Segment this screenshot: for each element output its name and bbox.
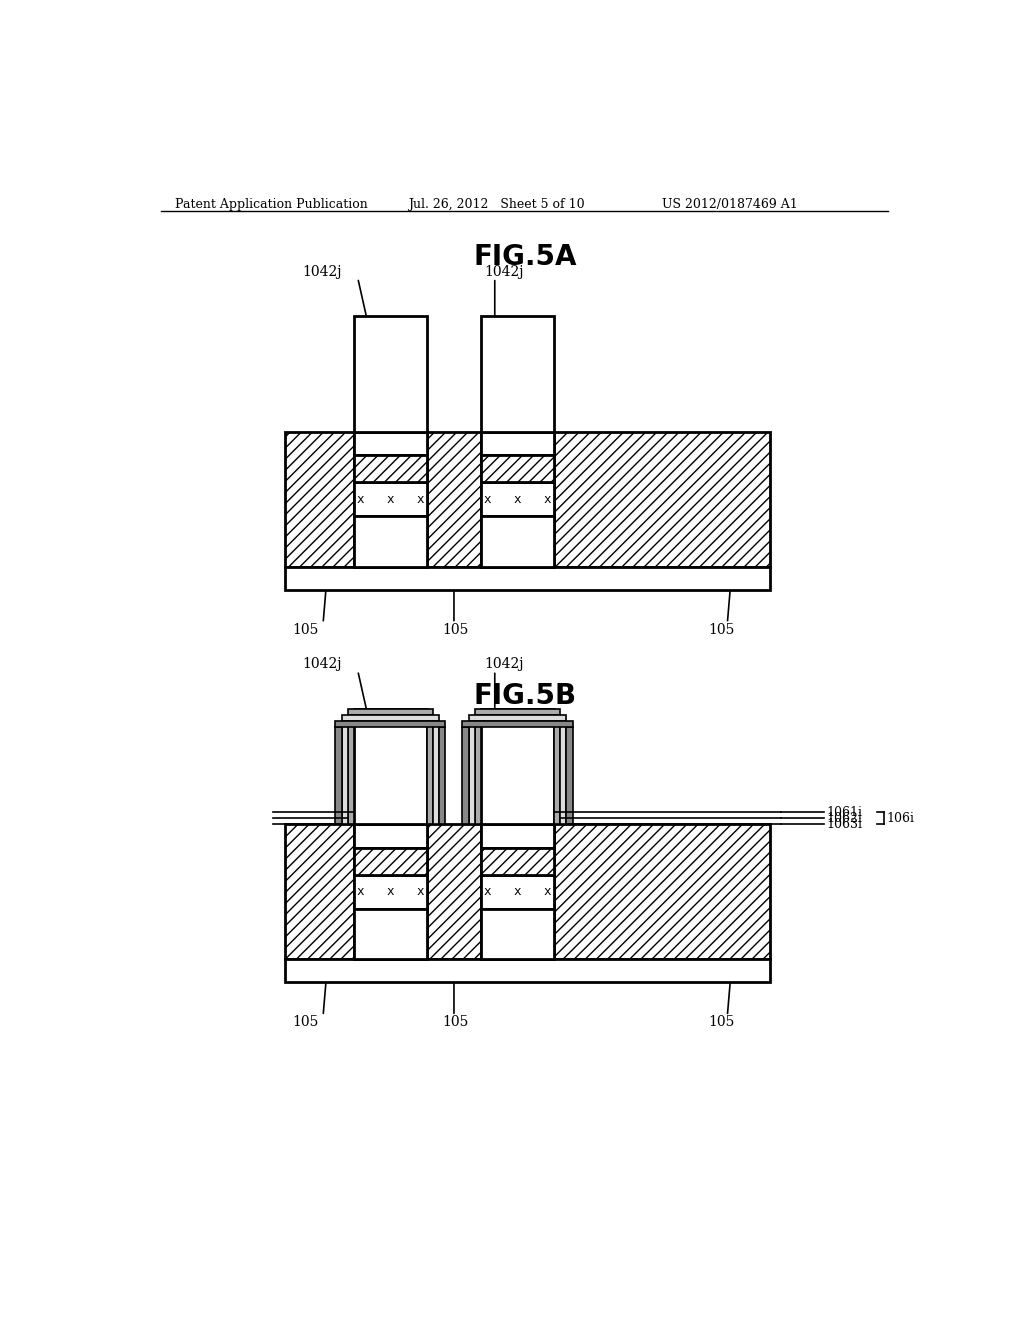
Text: FIG.5B: FIG.5B xyxy=(473,682,577,710)
Bar xyxy=(427,432,481,566)
Bar xyxy=(348,715,354,825)
Text: 105: 105 xyxy=(292,1015,318,1030)
Text: 106i: 106i xyxy=(887,812,914,825)
Bar xyxy=(354,432,427,455)
Bar xyxy=(354,847,427,875)
Bar xyxy=(354,909,427,960)
Text: 1042j: 1042j xyxy=(484,264,524,279)
Text: 1042j: 1042j xyxy=(303,657,342,672)
Bar xyxy=(354,516,427,566)
Bar xyxy=(463,727,469,825)
Bar xyxy=(481,909,554,960)
Bar xyxy=(285,825,354,960)
Bar xyxy=(336,721,445,727)
Bar xyxy=(481,847,554,875)
Text: Patent Application Publication: Patent Application Publication xyxy=(175,198,368,211)
Bar xyxy=(554,825,770,960)
Bar xyxy=(354,455,427,482)
Bar xyxy=(354,482,427,516)
Bar xyxy=(481,847,554,875)
Bar xyxy=(481,455,554,482)
Bar xyxy=(481,482,554,516)
Text: 105: 105 xyxy=(292,623,318,636)
Text: 1062i: 1062i xyxy=(826,812,862,825)
Bar xyxy=(427,432,481,566)
Bar xyxy=(554,825,770,960)
Bar xyxy=(560,721,566,825)
Text: FIG.5A: FIG.5A xyxy=(473,243,577,271)
Bar xyxy=(354,455,427,482)
Bar xyxy=(427,715,433,825)
Bar xyxy=(354,455,427,482)
Bar xyxy=(554,432,770,566)
Text: x   x   x: x x x xyxy=(483,886,551,899)
Bar xyxy=(285,960,770,982)
Bar xyxy=(354,847,427,875)
Bar xyxy=(475,709,560,715)
Text: 105: 105 xyxy=(442,623,469,636)
Bar xyxy=(354,317,427,432)
Text: x   x   x: x x x xyxy=(356,886,424,899)
Bar xyxy=(481,455,554,482)
Bar xyxy=(354,847,427,875)
Text: 1042j: 1042j xyxy=(303,264,342,279)
Bar xyxy=(481,432,554,455)
Bar xyxy=(566,727,572,825)
Bar xyxy=(439,727,445,825)
Bar xyxy=(481,875,554,909)
Bar xyxy=(354,875,427,909)
Bar xyxy=(285,566,770,590)
Bar xyxy=(285,432,354,566)
Bar xyxy=(475,715,481,825)
Bar xyxy=(469,721,475,825)
Text: Jul. 26, 2012   Sheet 5 of 10: Jul. 26, 2012 Sheet 5 of 10 xyxy=(408,198,585,211)
Text: x   x   x: x x x xyxy=(483,492,551,506)
Bar xyxy=(427,432,481,566)
Text: x   x   x: x x x xyxy=(356,492,424,506)
Bar xyxy=(342,715,439,721)
Bar xyxy=(481,825,554,847)
Text: 1042j: 1042j xyxy=(484,657,524,672)
Bar xyxy=(481,516,554,566)
Bar xyxy=(481,317,554,432)
Bar xyxy=(481,455,554,482)
Bar xyxy=(342,721,348,825)
Bar xyxy=(433,721,439,825)
Bar xyxy=(554,432,770,566)
Bar xyxy=(336,727,342,825)
Bar xyxy=(481,847,554,875)
Bar xyxy=(285,825,354,960)
Bar xyxy=(554,715,560,825)
Bar xyxy=(427,825,481,960)
Bar xyxy=(285,432,354,566)
Bar xyxy=(463,721,572,727)
Bar xyxy=(427,825,481,960)
Bar xyxy=(554,432,770,566)
Bar xyxy=(481,709,554,825)
Text: US 2012/0187469 A1: US 2012/0187469 A1 xyxy=(662,198,798,211)
Bar xyxy=(354,825,427,847)
Text: 1061i: 1061i xyxy=(826,805,862,818)
Bar xyxy=(285,432,354,566)
Bar xyxy=(285,825,354,960)
Text: 105: 105 xyxy=(442,1015,469,1030)
Text: 105: 105 xyxy=(708,1015,734,1030)
Bar xyxy=(469,715,566,721)
Bar xyxy=(354,709,427,825)
Text: 105: 105 xyxy=(708,623,734,636)
Bar xyxy=(554,825,770,960)
Bar xyxy=(427,825,481,960)
Bar xyxy=(348,709,433,715)
Text: 1063i: 1063i xyxy=(826,818,862,832)
